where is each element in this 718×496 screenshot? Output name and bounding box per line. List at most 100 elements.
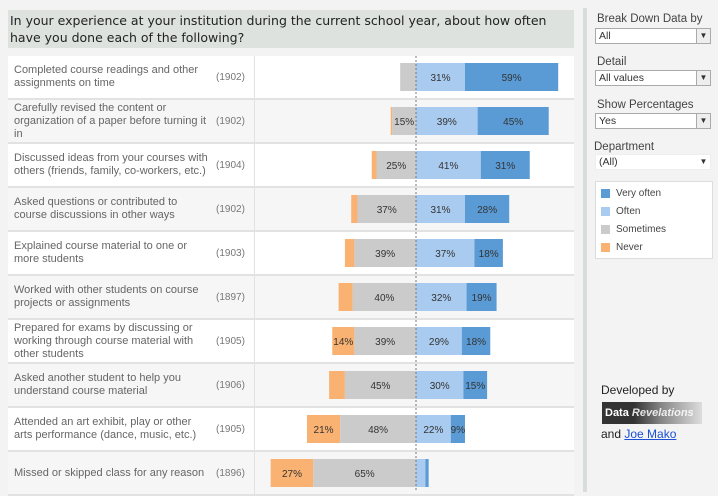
data-label: 31% bbox=[430, 73, 450, 84]
column-divider bbox=[254, 276, 255, 318]
bar-often[interactable] bbox=[416, 63, 465, 91]
chevron-down-icon[interactable]: ▼ bbox=[696, 114, 710, 128]
chevron-down-icon[interactable]: ▼ bbox=[696, 71, 710, 85]
response-count: (1897) bbox=[216, 291, 245, 303]
data-label: 59% bbox=[502, 73, 522, 84]
breakdown-label: Break Down Data by bbox=[597, 13, 703, 25]
data-label: 9% bbox=[451, 425, 466, 436]
bar-very-often[interactable] bbox=[450, 415, 465, 443]
bar-sometimes[interactable] bbox=[354, 239, 416, 267]
bar-often[interactable] bbox=[416, 415, 451, 443]
legend-item-never[interactable]: Never bbox=[596, 238, 712, 256]
bar-never[interactable] bbox=[329, 371, 345, 399]
data-revelations-logo[interactable]: Data Revelations bbox=[602, 402, 702, 424]
data-label: 15% bbox=[465, 381, 485, 392]
bar-very-often[interactable] bbox=[477, 107, 549, 135]
data-label: 37% bbox=[435, 249, 455, 260]
chevron-down-icon[interactable]: ▼ bbox=[699, 157, 708, 166]
bar-never[interactable] bbox=[344, 239, 355, 267]
legend-item-very-often[interactable]: Very often bbox=[596, 184, 712, 202]
question-label: Asked questions or contributed to course… bbox=[14, 196, 178, 221]
bar-never[interactable] bbox=[270, 459, 314, 487]
legend-item-sometimes[interactable]: Sometimes bbox=[596, 220, 712, 238]
chevron-down-icon[interactable]: ▼ bbox=[696, 29, 710, 43]
logo-text-revelations: Revelations bbox=[631, 407, 694, 419]
panel-divider bbox=[583, 8, 587, 492]
bar-often[interactable] bbox=[416, 327, 462, 355]
department-select[interactable]: (All) ▼ bbox=[595, 154, 711, 170]
data-label: 15% bbox=[394, 117, 414, 128]
bar-very-often[interactable] bbox=[425, 459, 429, 487]
data-label: 65% bbox=[355, 469, 375, 480]
response-count: (1903) bbox=[216, 247, 245, 259]
breakdown-select[interactable]: All ▼ bbox=[595, 28, 711, 44]
question-label: Worked with other students on course pro… bbox=[14, 284, 199, 309]
column-divider bbox=[254, 100, 255, 142]
bar-sometimes[interactable] bbox=[313, 459, 416, 487]
data-label: 32% bbox=[431, 293, 451, 304]
bar-never[interactable] bbox=[306, 415, 341, 443]
response-count: (1905) bbox=[216, 423, 245, 435]
data-label: 40% bbox=[374, 293, 394, 304]
bar-sometimes[interactable] bbox=[344, 371, 416, 399]
question-label: Missed or skipped class for any reason bbox=[14, 466, 205, 479]
legend: Very often Often Sometimes Never bbox=[595, 181, 713, 259]
data-label: 45% bbox=[370, 381, 390, 392]
column-divider bbox=[254, 56, 255, 98]
bar-sometimes[interactable] bbox=[354, 327, 416, 355]
response-count: (1906) bbox=[216, 379, 245, 391]
column-divider bbox=[254, 364, 255, 406]
bar-sometimes[interactable] bbox=[392, 107, 416, 135]
column-divider bbox=[254, 144, 255, 186]
bar-often[interactable] bbox=[416, 195, 465, 223]
data-label: 39% bbox=[375, 337, 395, 348]
question-label: Attended an art exhibit, play or other a… bbox=[14, 416, 197, 441]
data-label: 39% bbox=[375, 249, 395, 260]
data-label: 21% bbox=[314, 425, 334, 436]
bar-very-often[interactable] bbox=[464, 195, 510, 223]
logo-text-data: Data bbox=[605, 407, 629, 419]
bar-often[interactable] bbox=[416, 151, 481, 179]
response-count: (1902) bbox=[216, 115, 245, 127]
bar-never[interactable] bbox=[332, 327, 355, 355]
question-label: Discussed ideas from your courses with o… bbox=[14, 152, 208, 177]
bar-very-often[interactable] bbox=[480, 151, 530, 179]
bar-sometimes[interactable] bbox=[357, 195, 416, 223]
response-count: (1902) bbox=[216, 71, 245, 83]
bar-often[interactable] bbox=[416, 107, 478, 135]
joe-mako-link[interactable]: Joe Mako bbox=[624, 427, 677, 441]
legend-item-often[interactable]: Often bbox=[596, 202, 712, 220]
question-label: Asked another student to help you unders… bbox=[14, 372, 181, 397]
show-percentages-label: Show Percentages bbox=[597, 99, 694, 111]
bar-sometimes[interactable] bbox=[340, 415, 416, 443]
show-percentages-select[interactable]: Yes ▼ bbox=[595, 113, 711, 129]
data-label: 18% bbox=[479, 249, 499, 260]
bar-very-often[interactable] bbox=[466, 283, 497, 311]
data-label: 45% bbox=[503, 117, 523, 128]
bar-never[interactable] bbox=[338, 283, 353, 311]
legend-label: Often bbox=[616, 205, 641, 217]
bar-often[interactable] bbox=[416, 371, 464, 399]
bar-often[interactable] bbox=[416, 459, 426, 487]
bar-often[interactable] bbox=[416, 283, 467, 311]
bar-very-often[interactable] bbox=[461, 327, 491, 355]
swatch-often bbox=[601, 206, 610, 216]
detail-value: All values bbox=[599, 72, 644, 84]
bar-never[interactable] bbox=[390, 107, 393, 135]
diverging-bar-chart: 31% 59% 15% 39% 45% 25% 41% 31% 37% 31% 28% 39% 37% 1… bbox=[270, 56, 559, 492]
bar-often[interactable] bbox=[416, 239, 475, 267]
bar-sometimes[interactable] bbox=[376, 151, 417, 179]
bar-very-often[interactable] bbox=[474, 239, 503, 267]
bar-sometimes[interactable] bbox=[352, 283, 416, 311]
response-count: (1904) bbox=[216, 159, 245, 171]
show-percentages-value: Yes bbox=[599, 115, 617, 127]
department-value: (All) bbox=[599, 156, 618, 168]
bar-never[interactable] bbox=[371, 151, 377, 179]
data-label: 39% bbox=[437, 117, 457, 128]
bar-sometimes[interactable] bbox=[400, 63, 416, 91]
bar-never[interactable] bbox=[351, 195, 358, 223]
bar-very-often[interactable] bbox=[464, 63, 559, 91]
detail-select[interactable]: All values ▼ bbox=[595, 70, 711, 86]
data-label: 31% bbox=[430, 205, 450, 216]
bar-very-often[interactable] bbox=[463, 371, 488, 399]
